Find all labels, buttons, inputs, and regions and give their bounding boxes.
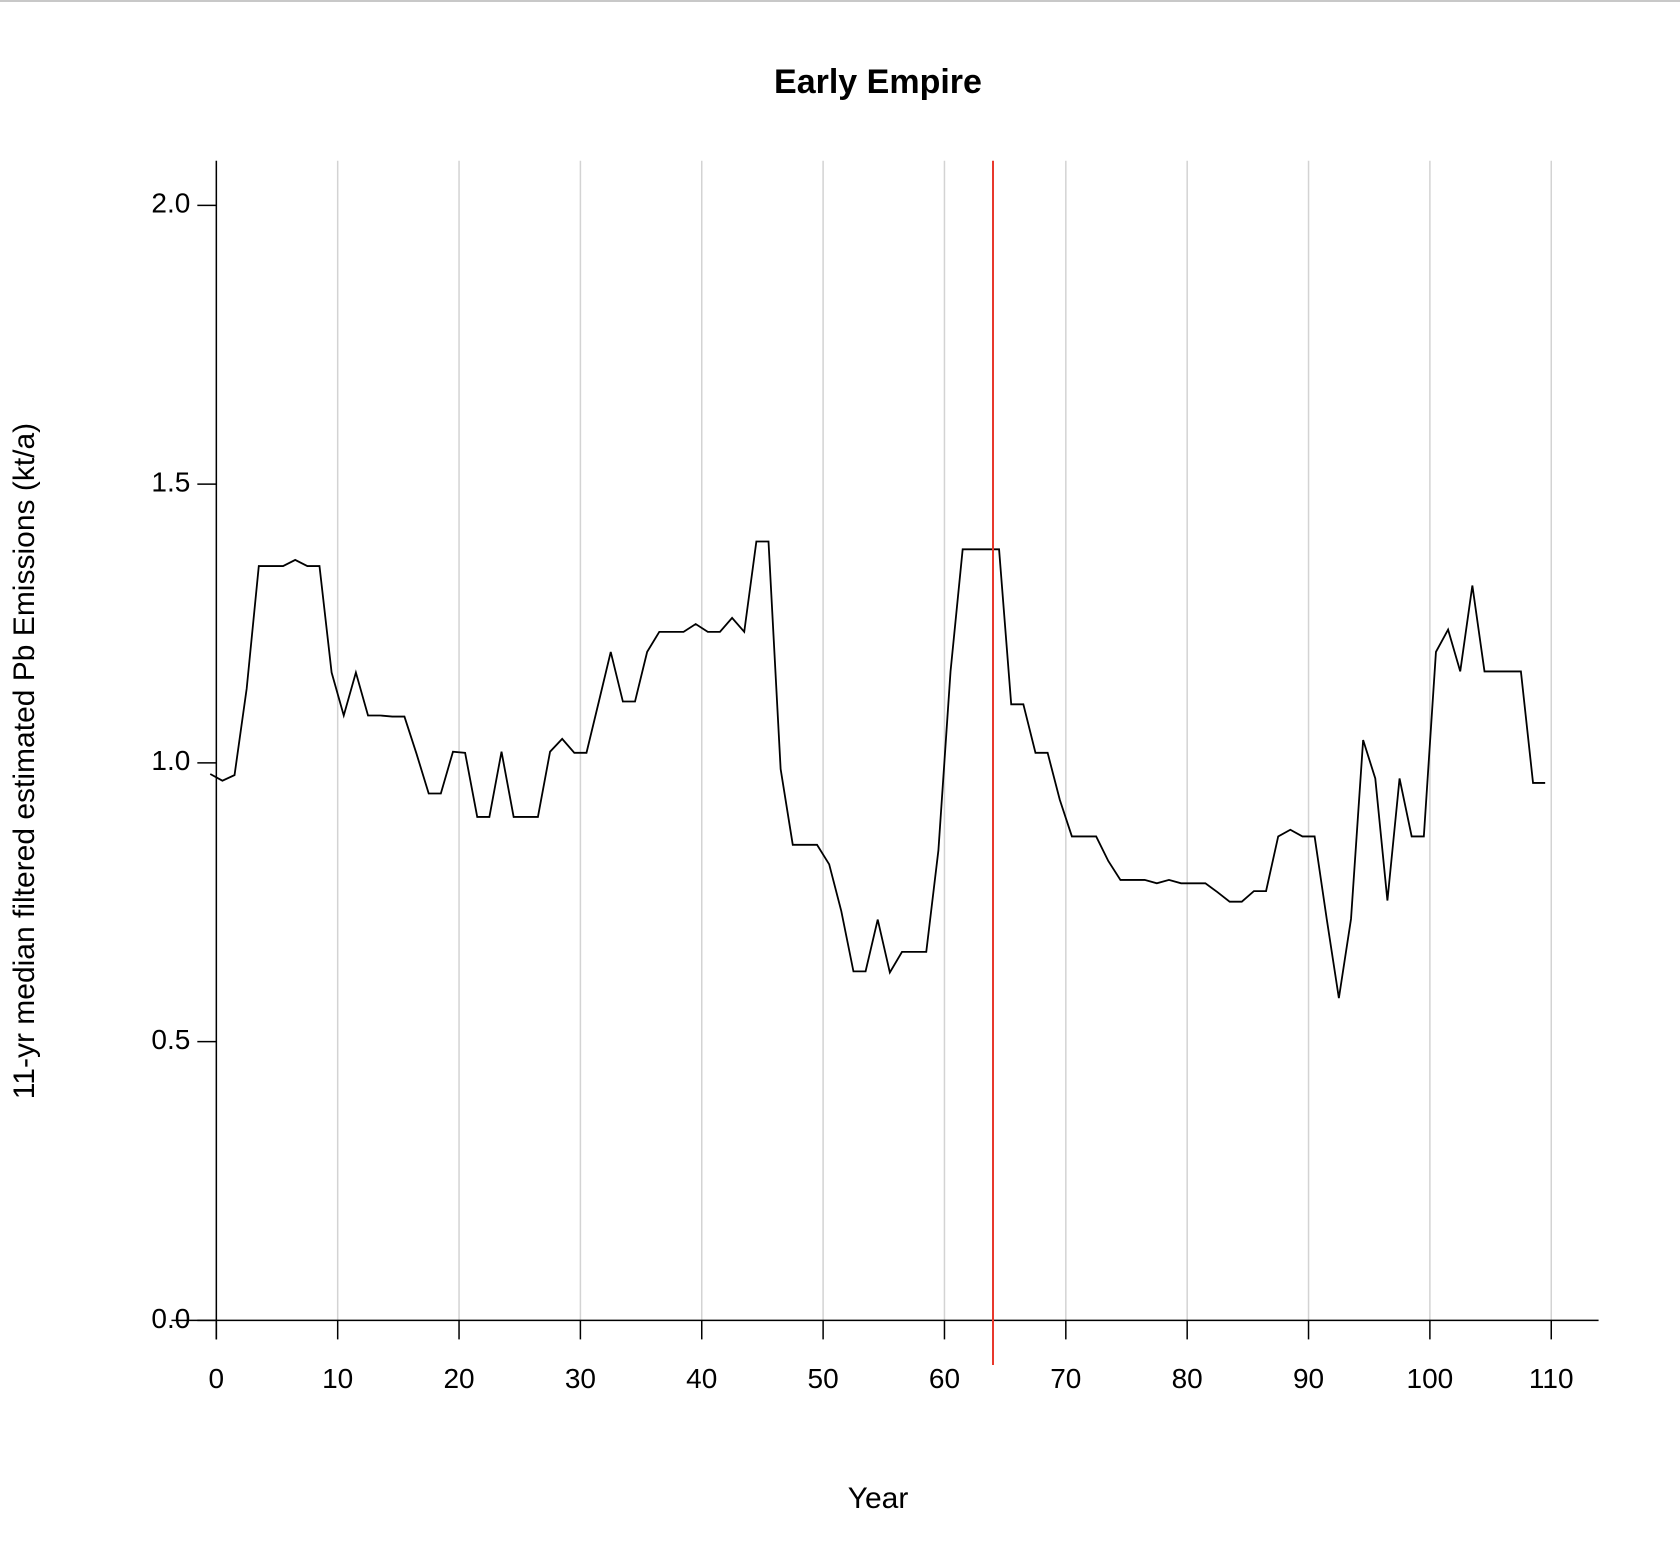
x-tick-label: 10: [322, 1363, 353, 1394]
x-axis-label: Year: [848, 1482, 909, 1515]
x-tick-label: 60: [929, 1363, 960, 1394]
y-tick-label: 0.0: [151, 1303, 190, 1334]
y-tick-label: 1.0: [151, 745, 190, 776]
y-tick-label: 1.5: [151, 466, 190, 497]
x-tick-label: 110: [1529, 1363, 1574, 1394]
y-tick-label: 0.5: [151, 1024, 190, 1055]
y-axis-label: 11-yr median filtered estimated Pb Emiss…: [8, 423, 41, 1099]
x-tick-label: 50: [808, 1363, 839, 1394]
data-line: [209, 540, 1546, 999]
x-tick-label: 80: [1172, 1363, 1203, 1394]
x-tick-label: 40: [686, 1363, 717, 1394]
x-tick-label: 20: [443, 1363, 474, 1394]
chart-title: Early Empire: [774, 63, 982, 101]
x-tick-label: 90: [1293, 1363, 1324, 1394]
x-tick-label: 30: [565, 1363, 596, 1394]
x-tick-label: 70: [1050, 1363, 1081, 1394]
y-tick-label: 2.0: [151, 188, 190, 219]
x-tick-label: 0: [209, 1363, 225, 1394]
x-tick-label: 100: [1407, 1363, 1454, 1394]
